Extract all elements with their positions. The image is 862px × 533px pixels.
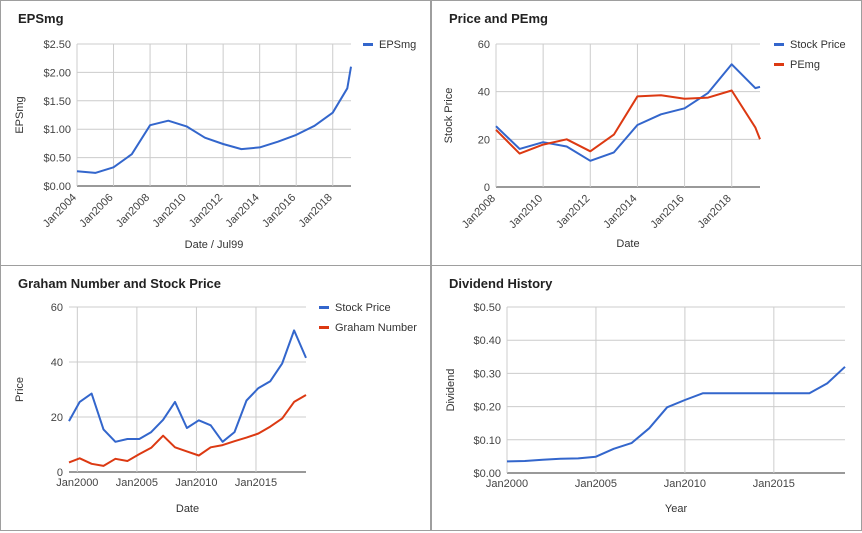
y-tick-label: $1.50: [43, 96, 71, 108]
y-tick-label: 0: [57, 467, 63, 479]
eps-chart: $0.00$0.50$1.00$1.50$2.00$2.50Jan2004Jan…: [14, 39, 416, 251]
x-tick-label: Jan2012: [554, 193, 592, 231]
x-tick-label: Jan2012: [187, 192, 225, 230]
series-line: [68, 394, 307, 467]
x-tick-label: Jan2005: [575, 478, 617, 490]
y-tick-label: 40: [51, 357, 63, 369]
y-tick-label: $0.00: [473, 468, 501, 480]
x-tick-label: Jan2015: [235, 477, 277, 489]
y-tick-label: 40: [478, 87, 490, 99]
legend-label: Stock Price: [790, 39, 846, 51]
x-tick-label: Jan2016: [648, 193, 686, 231]
legend-label: PEmg: [790, 59, 820, 71]
y-axis-title: Price: [14, 377, 26, 402]
x-tick-label: Jan2016: [260, 192, 298, 230]
x-tick-label: Jan2014: [601, 193, 639, 231]
x-tick-label: Jan2018: [695, 193, 733, 231]
y-tick-label: $2.00: [43, 67, 71, 79]
y-tick-label: $2.50: [43, 39, 71, 51]
legend-swatch: [363, 43, 373, 46]
legend-swatch: [774, 43, 784, 46]
x-axis-title: Date: [616, 238, 639, 250]
x-tick-label: Jan2014: [223, 192, 261, 230]
x-tick-label: Jan2010: [507, 193, 545, 231]
y-axis-title: Stock Price: [443, 88, 455, 144]
x-tick-label: Jan2000: [56, 477, 98, 489]
x-tick-label: Jan2015: [753, 478, 795, 490]
y-tick-label: 60: [51, 302, 63, 314]
y-tick-label: $0.50: [473, 302, 501, 314]
y-tick-label: 20: [51, 412, 63, 424]
dividend-chart: $0.00 $0.10 $0.20 $0.30 $0.40 $0.50 Jan2000 Jan…: [445, 302, 846, 515]
legend-label: Graham Number: [335, 322, 417, 334]
y-tick-label: $0.30: [473, 368, 501, 380]
series-line: [495, 63, 761, 162]
y-tick-label: $0.20: [473, 402, 501, 414]
series-line: [506, 366, 846, 463]
x-tick-label: Jan2004: [41, 192, 79, 230]
x-tick-label: Jan2018: [297, 192, 335, 230]
x-tick-label: Jan2008: [114, 192, 152, 230]
x-axis-title: Date / Jul99: [185, 239, 244, 251]
y-tick-label: $1.00: [43, 124, 71, 136]
eps-chart-panel: EPSmg $0.00 $0.50 $1.00 $1.50 $2.00 $2.50 Jan2…: [0, 0, 431, 266]
legend-label: EPSmg: [379, 39, 416, 51]
legend-swatch: [774, 63, 784, 66]
price-pe-chart-panel: Price and PEmg 0 20 40 60 Jan2008 Jan2010 Jan2…: [431, 0, 862, 266]
y-tick-label: 0: [484, 182, 490, 194]
chart-title: Graham Number and Stock Price: [18, 276, 222, 291]
series-line: [495, 89, 761, 155]
y-tick-label: $0.10: [473, 435, 501, 447]
chart-title: EPSmg: [18, 11, 64, 26]
x-tick-label: Jan2008: [460, 193, 498, 231]
y-tick-label: $0.50: [43, 153, 71, 165]
graham-chart-panel: Graham Number and Stock Price 0 20 40 60 Jan…: [0, 265, 431, 531]
series-line: [68, 329, 307, 443]
y-axis-title: Dividend: [445, 369, 457, 412]
y-tick-label: $0.40: [473, 335, 501, 347]
legend-label: Stock Price: [335, 302, 391, 314]
series-line: [76, 66, 352, 174]
x-tick-label: Jan2010: [175, 477, 217, 489]
chart-title: Dividend History: [449, 276, 553, 291]
x-tick-label: Jan2005: [116, 477, 158, 489]
legend-swatch: [319, 326, 329, 329]
y-tick-label: $0.00: [43, 181, 71, 193]
x-tick-label: Jan2010: [150, 192, 188, 230]
legend-swatch: [319, 306, 329, 309]
x-axis-title: Year: [665, 503, 688, 515]
x-axis-title: Date: [176, 503, 199, 515]
x-tick-label: Jan2006: [77, 192, 115, 230]
y-tick-label: 60: [478, 39, 490, 51]
dividend-chart-panel: Dividend History $0.00 $0.10 $0.20 $0.30 $0.…: [431, 265, 862, 531]
y-tick-label: 20: [478, 134, 490, 146]
y-axis-title: EPSmg: [14, 96, 26, 133]
x-tick-label: Jan2000: [486, 478, 528, 490]
x-tick-label: Jan2010: [664, 478, 706, 490]
chart-title: Price and PEmg: [449, 11, 548, 26]
graham-chart: 0 20 40 60 Jan2000 Jan2005 Jan2010 Jan2015 Date P…: [14, 302, 417, 515]
